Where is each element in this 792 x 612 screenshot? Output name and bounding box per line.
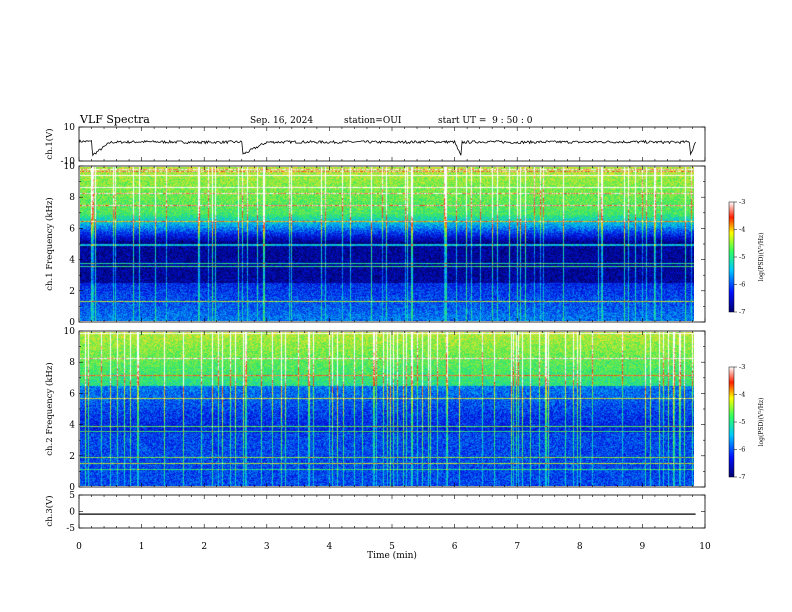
ch2-colorbar (728, 366, 735, 478)
y-tick-label: 10 (64, 162, 76, 172)
y-tick-label: 0 (69, 508, 75, 518)
y-tick-label: 2 (69, 287, 75, 297)
ch2-spectrogram-ylabel: ch.2 Frequency (kHz) (44, 362, 55, 455)
figure-title: VLF Spectra (79, 113, 150, 126)
colorbar-tick-label: -7 (739, 308, 745, 316)
y-tick-label: 10 (64, 327, 76, 337)
header-date: Sep. 16, 2024 (250, 116, 313, 126)
ch1-colorbar (728, 201, 735, 313)
y-tick-label: 10 (64, 123, 76, 133)
colorbar-tick-label: -6 (739, 281, 745, 289)
header-station: station=OUI (344, 116, 402, 126)
ch3-waveform-ylabel: ch.3(V) (44, 495, 55, 526)
y-tick-label: 4 (69, 421, 75, 431)
ch1-waveform-ylabel: ch.1(V) (44, 128, 55, 159)
ch3-waveform-frame (78, 494, 706, 529)
ch2-colorbar-label: log(PSD)(V²/Hz) (758, 398, 765, 447)
x-tick-label: 0 (76, 542, 82, 552)
ch1-waveform-frame (78, 126, 706, 162)
x-tick-label: 9 (640, 542, 646, 552)
colorbar-tick-label: -7 (739, 473, 745, 481)
ch1-spectrogram-image (80, 167, 694, 321)
x-axis-label: Time (min) (367, 550, 417, 561)
y-tick-label: 6 (69, 224, 75, 234)
colorbar-ticks: -3 -4 -5 -6 -7 -3 -4 -5 -6 -7 (734, 198, 745, 481)
ch1-spectrogram-ylabel: ch.1 Frequency (kHz) (44, 197, 55, 290)
y-tick-label: 0 (69, 318, 75, 328)
x-tick-label: 8 (577, 542, 583, 552)
x-tick-label: 10 (699, 542, 711, 552)
colorbar-tick-label: -5 (739, 253, 745, 261)
y-tick-label: -10 (61, 157, 76, 167)
colorbar-tick-label: -5 (739, 418, 745, 426)
colorbar-tick-label: -4 (739, 226, 745, 234)
colorbar-tick-label: -3 (739, 363, 745, 371)
y-tick-label: 0 (69, 483, 75, 493)
y-tick-label: 2 (69, 452, 75, 462)
ch1-waveform-line (78, 139, 696, 157)
colorbar-tick-label: -6 (739, 446, 745, 454)
y-tick-label: 5 (69, 491, 75, 501)
x-tick-label: 7 (514, 542, 520, 552)
x-tick-label: 6 (452, 542, 458, 552)
x-tick-label: 3 (264, 542, 270, 552)
header-start: start UT = 9 : 50 : 0 (438, 116, 533, 126)
y-tick-label: 8 (69, 193, 75, 203)
y-tick-label: 4 (69, 256, 75, 266)
x-tick-label: 5 (389, 542, 395, 552)
y-tick-label: 8 (69, 358, 75, 368)
colorbar-tick-label: -4 (739, 391, 745, 399)
y-tick-label: 6 (69, 389, 75, 399)
ch1-colorbar-label: log(PSD)(V²/Hz) (758, 233, 765, 282)
y-tick-label: -5 (66, 524, 75, 534)
x-tick-label: 4 (327, 542, 333, 552)
x-tick-label: 1 (139, 542, 145, 552)
ch2-spectrogram-image (80, 332, 694, 486)
x-tick-label: 2 (201, 542, 207, 552)
colorbar-tick-label: -3 (739, 198, 745, 206)
